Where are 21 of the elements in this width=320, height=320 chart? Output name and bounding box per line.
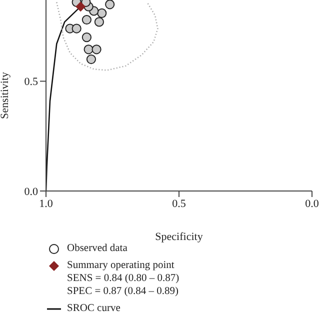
point (84, 44, 94, 54)
point (105, 0, 115, 10)
x-axis-title: Specificity (155, 231, 204, 243)
point (82, 32, 92, 42)
point (92, 44, 102, 54)
legend-label: Summary operating point (67, 259, 176, 272)
x-tick-label: 0.0 (305, 198, 320, 210)
text: SENS = 0.84 (0.80 – 0.87) (67, 272, 180, 285)
point (82, 14, 92, 25)
legend-label: Observed data (67, 242, 128, 255)
point (86, 54, 96, 64)
y-axis-title: Sensitivity (0, 71, 11, 120)
text: SPEC = 0.87 (0.84 – 0.89) (67, 285, 180, 298)
point (94, 17, 104, 27)
x-tick-label: 0.5 (172, 198, 186, 210)
legend-label: SROC curve (67, 302, 120, 315)
x-tick-label: 1.0 (39, 198, 54, 210)
line-series (56, 2, 158, 71)
point (97, 8, 107, 18)
point (76, 2, 86, 12)
point (72, 24, 82, 34)
